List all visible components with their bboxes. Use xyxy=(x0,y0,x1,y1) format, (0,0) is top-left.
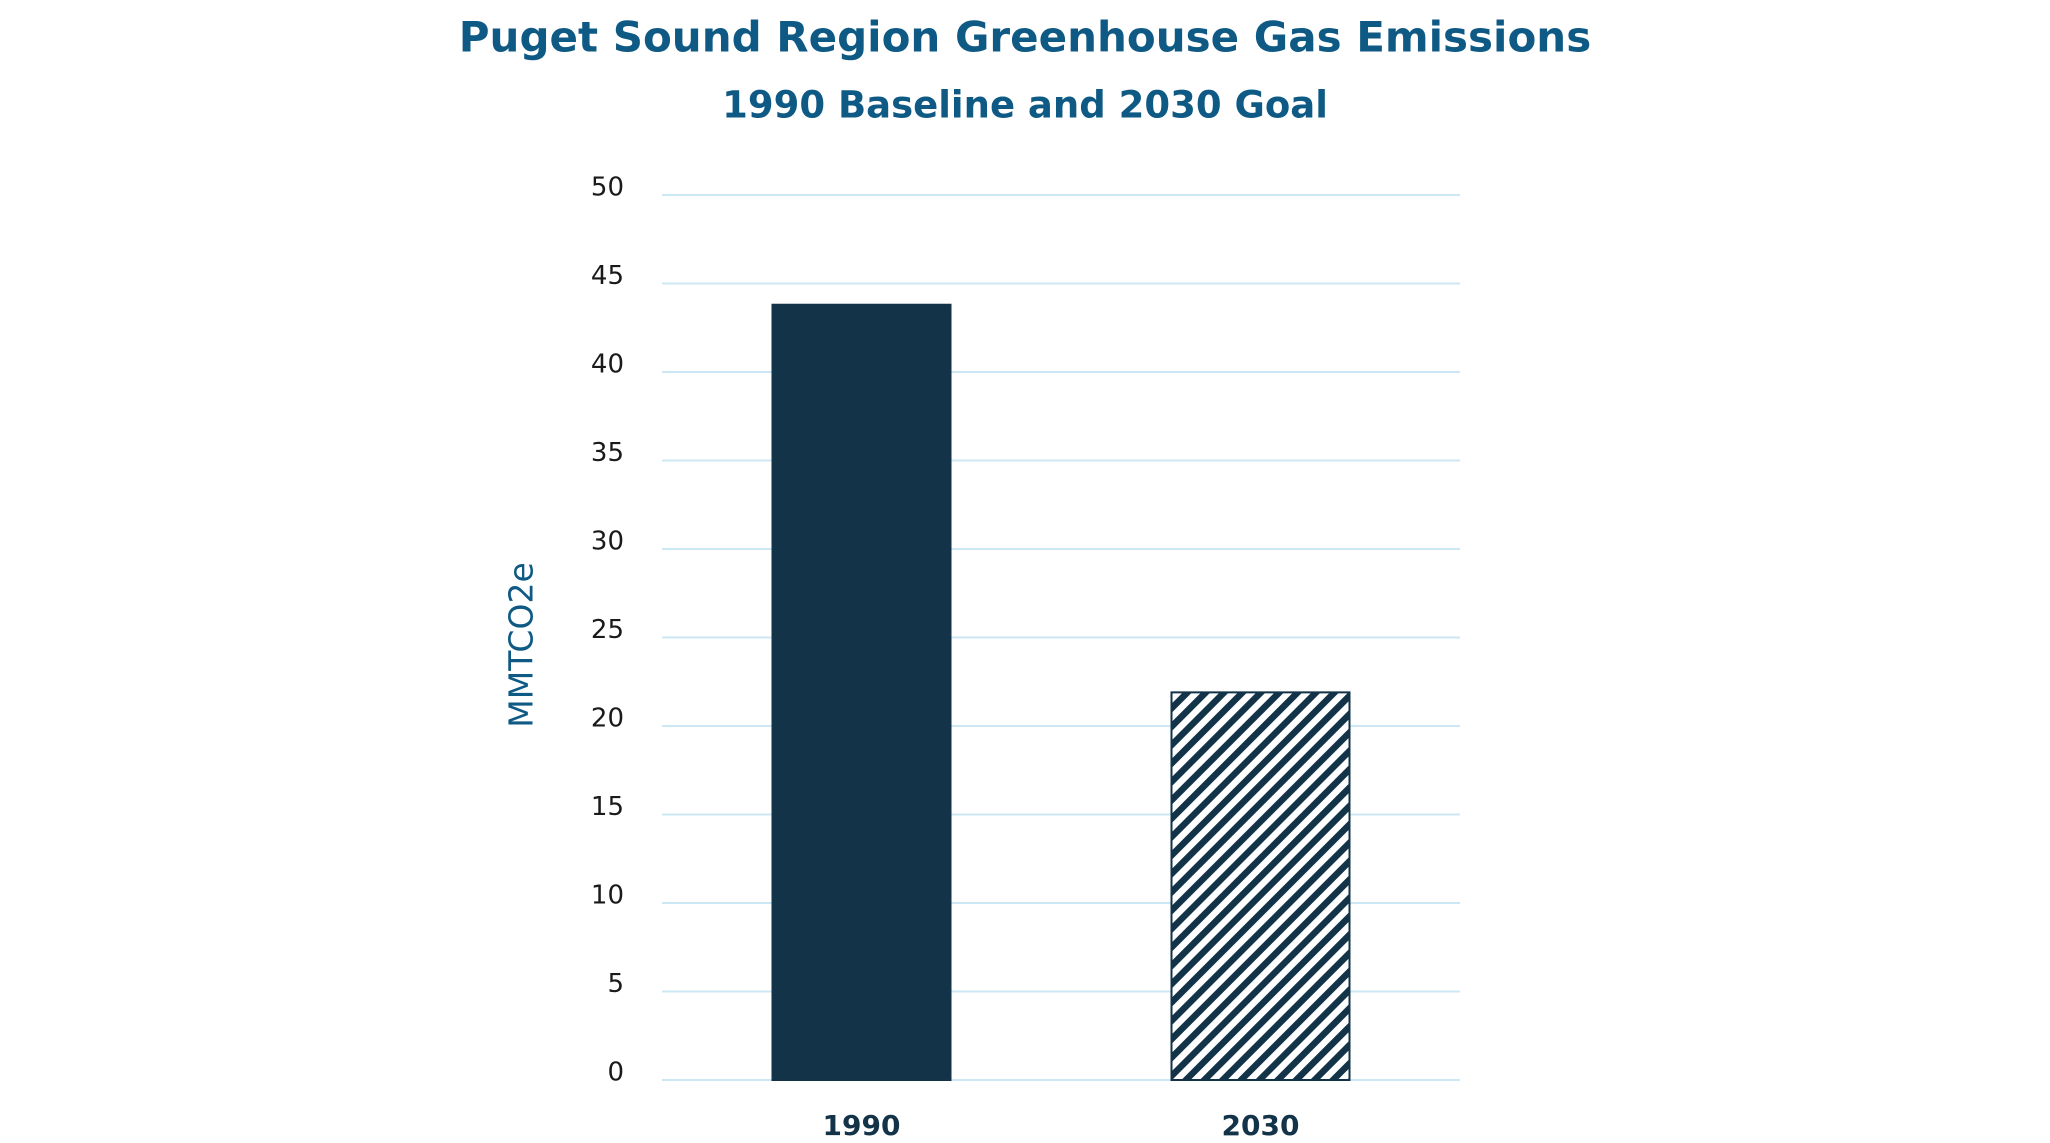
chart-title: Puget Sound Region Greenhouse Gas Emissi… xyxy=(459,13,1591,62)
x-tick-label: 1990 xyxy=(823,1109,901,1142)
y-tick-label: 35 xyxy=(591,438,624,468)
y-tick-label: 5 xyxy=(607,969,624,999)
y-axis-label: MMTCO2e xyxy=(502,562,541,727)
chart-subtitle: 1990 Baseline and 2030 Goal xyxy=(722,84,1328,127)
y-tick-label: 10 xyxy=(591,881,624,911)
bar xyxy=(1170,691,1351,1081)
x-tick-label: 2030 xyxy=(1222,1109,1300,1142)
y-tick-label: 30 xyxy=(591,527,624,557)
y-tick-label: 40 xyxy=(591,350,624,380)
y-tick-label: 20 xyxy=(591,704,624,734)
y-tick-label: 15 xyxy=(591,792,624,822)
y-tick-label: 45 xyxy=(591,261,624,291)
y-tick-label: 0 xyxy=(607,1058,624,1088)
bar xyxy=(771,303,952,1081)
y-tick-label: 25 xyxy=(591,615,624,645)
y-tick-label: 50 xyxy=(591,173,624,203)
